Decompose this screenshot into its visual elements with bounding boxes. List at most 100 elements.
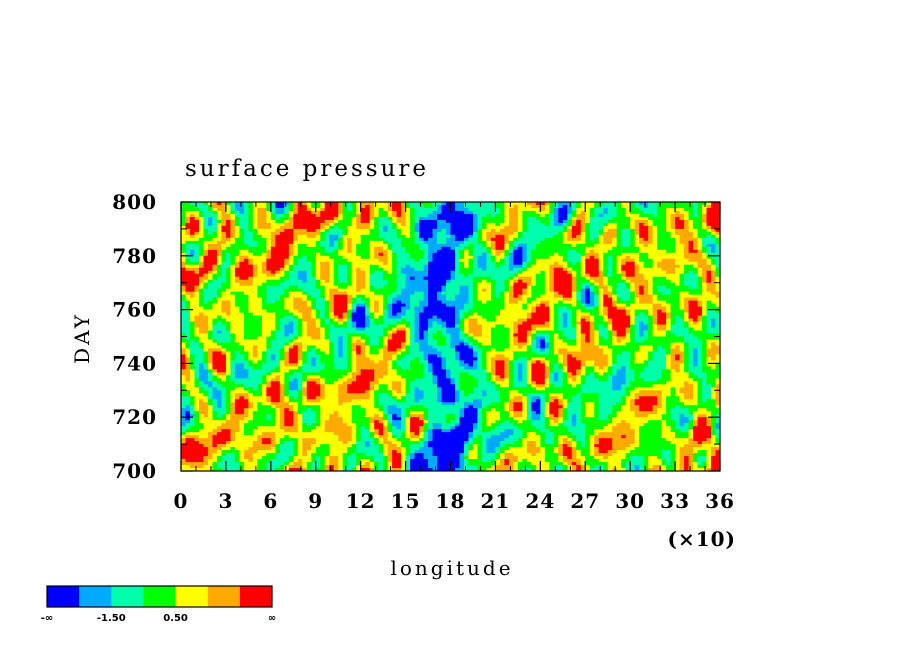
heatmap-cell [688,237,694,242]
heatmap-cell [342,231,348,236]
heatmap-cell [414,219,420,224]
heatmap-cell [365,240,371,245]
heatmap-cell [302,216,308,221]
heatmap-cell [428,255,434,260]
heatmap-cell [405,279,411,284]
heatmap-cell [261,219,267,224]
heatmap-cell [185,279,191,284]
heatmap-cell [275,312,281,317]
heatmap-cell [387,213,393,218]
heatmap-cell [360,216,366,221]
heatmap-cell [684,219,690,224]
heatmap-cell [225,210,232,215]
heatmap-cell [261,267,267,272]
heatmap-cell [315,202,321,206]
heatmap-cell [234,306,240,311]
heatmap-cell [535,207,541,212]
heatmap-cell [684,255,690,260]
heatmap-cell [432,246,438,251]
heatmap-cell [378,258,384,263]
heatmap-cell [203,315,209,320]
heatmap-cell [279,309,285,314]
heatmap-cell [594,255,600,260]
heatmap-cell [396,270,402,275]
heatmap-cell [580,252,586,257]
heatmap-cell [657,210,663,215]
heatmap-cell [540,225,546,230]
heatmap-cell [477,261,483,266]
heatmap-cell [207,213,214,218]
heatmap-cell [567,219,573,224]
heatmap-cell [652,273,658,278]
heatmap-cell [203,219,209,224]
heatmap-cell [666,297,672,302]
heatmap-cell [477,315,483,320]
heatmap-cell [351,279,357,284]
heatmap-cell [571,240,577,245]
heatmap-cell [639,202,645,206]
heatmap-cell [266,312,272,317]
heatmap-cell [311,234,317,239]
heatmap-cell [526,228,532,233]
heatmap-cell [594,243,600,248]
heatmap-cell [279,237,285,242]
heatmap-cell [347,204,353,209]
heatmap-cell [648,276,654,281]
heatmap-cell [266,237,272,242]
heatmap-cell [225,225,232,230]
heatmap-cell [571,282,577,287]
heatmap-cell [495,300,501,305]
heatmap-cell [531,297,537,302]
heatmap-cell [504,309,510,314]
heatmap-cell [315,279,321,284]
heatmap-cell [342,228,348,233]
heatmap-cell [203,279,209,284]
heatmap-cell [261,261,267,266]
heatmap-cell [486,228,492,233]
heatmap-cell [589,207,595,212]
heatmap-cell [598,303,604,308]
heatmap-cell [486,210,492,215]
heatmap-cell [302,252,308,257]
heatmap-cell [657,306,663,311]
heatmap-cell [630,202,636,206]
heatmap-cell [481,273,488,278]
heatmap-cell [549,202,555,206]
heatmap-cell [293,237,299,242]
heatmap-cell [522,318,528,323]
heatmap-cell [697,300,703,305]
heatmap-cell [293,324,299,329]
heatmap-cell [257,207,263,212]
heatmap-cell [499,285,505,290]
heatmap-cell [612,258,618,263]
heatmap-cell [517,202,523,206]
heatmap-cell [634,243,640,248]
heatmap-cell [558,231,564,236]
heatmap-cell [315,255,321,260]
heatmap-cell [652,216,658,221]
heatmap-cell [369,285,375,290]
heatmap-cell [212,300,218,305]
heatmap-cell [481,282,488,287]
heatmap-cell [549,264,555,269]
heatmap-cell [405,273,411,278]
heatmap-cell [499,216,505,221]
heatmap-cell [387,246,393,251]
heatmap-cell [230,288,236,293]
heatmap-cell [252,213,258,218]
heatmap-cell [207,207,214,212]
heatmap-cell [261,222,267,227]
heatmap-cell [472,282,479,287]
heatmap-cell [230,324,236,329]
heatmap-cell [401,249,407,254]
heatmap-cell [306,294,312,299]
heatmap-cell [405,270,411,275]
heatmap-cell [347,219,353,224]
heatmap-cell [225,240,232,245]
heatmap-cell [320,202,326,206]
heatmap-cell [252,303,258,308]
heatmap-cell [553,228,559,233]
heatmap-cell [387,273,393,278]
heatmap-cell [508,306,514,311]
heatmap-cell [706,300,712,305]
